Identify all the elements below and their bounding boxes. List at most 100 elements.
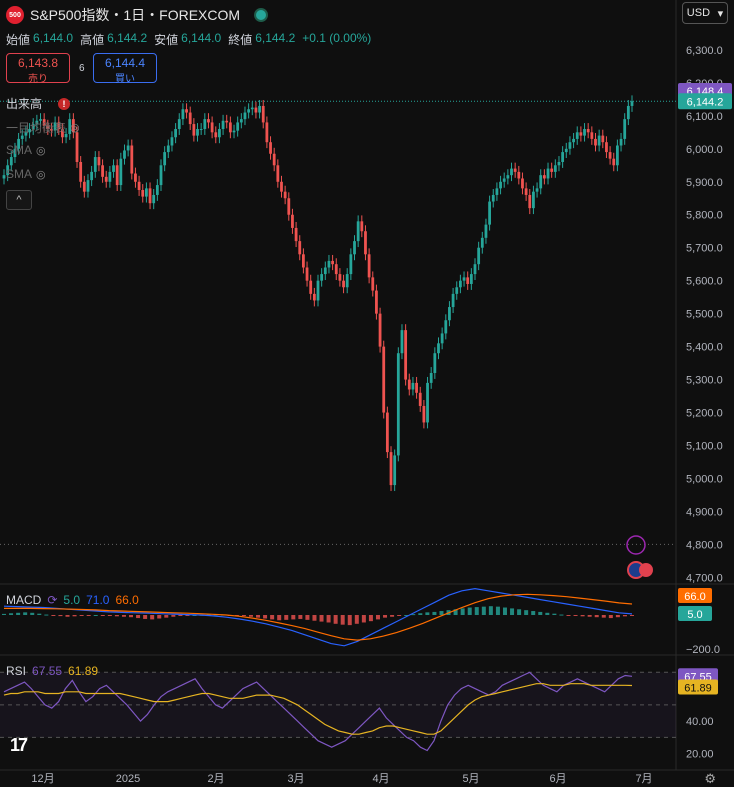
- candle-body: [93, 157, 97, 172]
- macd-histogram-bar: [333, 615, 338, 624]
- rsi-label: RSI: [6, 664, 27, 678]
- x-tick-label: 12月: [31, 773, 54, 785]
- y-tick-label: 6,100.0: [686, 111, 723, 123]
- macd-histogram-bar: [608, 615, 613, 619]
- indicator-sma-1[interactable]: SMA ◎: [6, 143, 46, 157]
- ohlc-value: 6,144.0: [33, 31, 74, 45]
- candle-body: [389, 452, 393, 486]
- indicator-volume[interactable]: 出来高 !: [6, 95, 71, 112]
- refresh-icon[interactable]: ⟳: [47, 593, 58, 607]
- candle-body: [53, 122, 57, 131]
- macd-legend[interactable]: MACD ⟳ 5.0 71.0 66.0: [6, 593, 139, 607]
- macd-histogram-bar: [347, 615, 352, 626]
- candle-body: [575, 132, 579, 139]
- gear-icon[interactable]: ⚙: [704, 771, 716, 786]
- ohlc-key: 安値: [154, 33, 179, 47]
- macd-histogram-bar: [460, 608, 465, 615]
- macd-histogram-bar: [517, 609, 522, 615]
- rsi-ma-line: [3, 683, 633, 735]
- candle-body: [349, 254, 353, 275]
- candle-body: [615, 145, 619, 166]
- macd-histogram-bar: [30, 612, 35, 615]
- candle-body: [539, 175, 543, 189]
- signal-line: [4, 593, 633, 641]
- macd-histogram-bar: [121, 615, 126, 617]
- candle-body: [378, 313, 382, 347]
- eye-hidden-icon[interactable]: ◎: [36, 144, 46, 157]
- candle-body: [298, 241, 302, 255]
- macd-histogram-bar: [510, 608, 515, 615]
- candle-body: [316, 280, 320, 301]
- candle-body: [586, 129, 590, 133]
- indicator-ichimoku[interactable]: 一目均衡表 ◎: [6, 119, 80, 136]
- symbol-header[interactable]: 500 S&P500指数・1日・FOREXCOM: [6, 6, 269, 24]
- buy-button[interactable]: 6,144.4 買い: [93, 53, 157, 85]
- candle-body: [134, 173, 137, 182]
- y-tick-label: 5,500.0: [686, 309, 723, 321]
- indicator-sma-2[interactable]: SMA ◎: [6, 167, 46, 181]
- candle-body: [528, 194, 532, 209]
- tradingview-logo[interactable]: 17: [10, 735, 28, 755]
- macd-histogram-bar: [143, 615, 148, 619]
- macd-histogram-bar: [312, 615, 317, 621]
- macd-histogram-bar: [467, 607, 472, 615]
- candle-body: [375, 290, 378, 314]
- rsi-line: [3, 671, 633, 752]
- macd-histogram-bar: [178, 615, 183, 616]
- candle-body: [144, 188, 148, 197]
- eye-hidden-icon[interactable]: ◎: [70, 122, 80, 134]
- candle-body: [31, 124, 35, 130]
- candle-body: [192, 124, 196, 136]
- y-tick-label: 5,900.0: [686, 177, 723, 189]
- candle-body: [6, 165, 10, 176]
- candle-body: [82, 181, 86, 192]
- candle-body: [181, 109, 185, 120]
- signal-value: 66.0: [115, 593, 139, 607]
- macd-histogram-bar: [150, 615, 155, 620]
- sma-label: SMA: [6, 167, 33, 181]
- ohlc-value: 6,144.2: [107, 31, 148, 45]
- candle-body: [258, 105, 261, 113]
- eye-hidden-icon[interactable]: ◎: [36, 168, 46, 181]
- candle-body: [323, 267, 327, 275]
- macd-histogram-bar: [368, 615, 373, 622]
- last-price-tag: [678, 93, 732, 110]
- macd-histogram-bar: [397, 615, 402, 616]
- candle-body: [608, 152, 612, 159]
- macd-histogram-bar: [107, 615, 112, 616]
- currency-select[interactable]: USD ▾: [682, 2, 728, 24]
- y-tick-label: 5,700.0: [686, 243, 723, 255]
- symbol-title[interactable]: S&P500指数・1日・FOREXCOM: [30, 7, 241, 23]
- candle-body: [579, 132, 583, 136]
- warning-icon[interactable]: !: [58, 97, 71, 110]
- macd-histogram-bar: [432, 611, 437, 615]
- buy-label: 買い: [115, 74, 135, 85]
- candle-body: [265, 122, 269, 143]
- candle-body: [9, 157, 13, 166]
- candle-body: [455, 287, 459, 294]
- candle-body: [393, 455, 397, 486]
- candle-body: [39, 119, 42, 121]
- macd-histogram-bar: [9, 613, 14, 615]
- sell-label: 売り: [28, 74, 48, 85]
- candle-body: [42, 119, 46, 126]
- macd-histogram-bar: [404, 615, 409, 616]
- candle-body: [196, 129, 199, 136]
- macd-histogram-bar: [305, 615, 310, 620]
- candle-body: [291, 214, 294, 228]
- macd-histogram-bar: [488, 606, 493, 615]
- macd-histogram-bar: [538, 611, 543, 615]
- candle-body: [119, 158, 123, 186]
- macd-histogram-bar: [354, 615, 359, 624]
- candle-body: [469, 274, 473, 284]
- macd-histogram-bar: [37, 613, 42, 615]
- sell-button[interactable]: 6,143.8 売り: [6, 53, 70, 85]
- candle-body: [115, 165, 119, 186]
- collapse-button[interactable]: ^: [6, 190, 32, 210]
- rsi-legend[interactable]: RSI 67.55 61.89: [6, 664, 98, 678]
- candle-body: [254, 107, 258, 113]
- candle-body: [188, 112, 192, 125]
- candle-body: [101, 165, 104, 177]
- x-tick-label: 7月: [635, 773, 652, 785]
